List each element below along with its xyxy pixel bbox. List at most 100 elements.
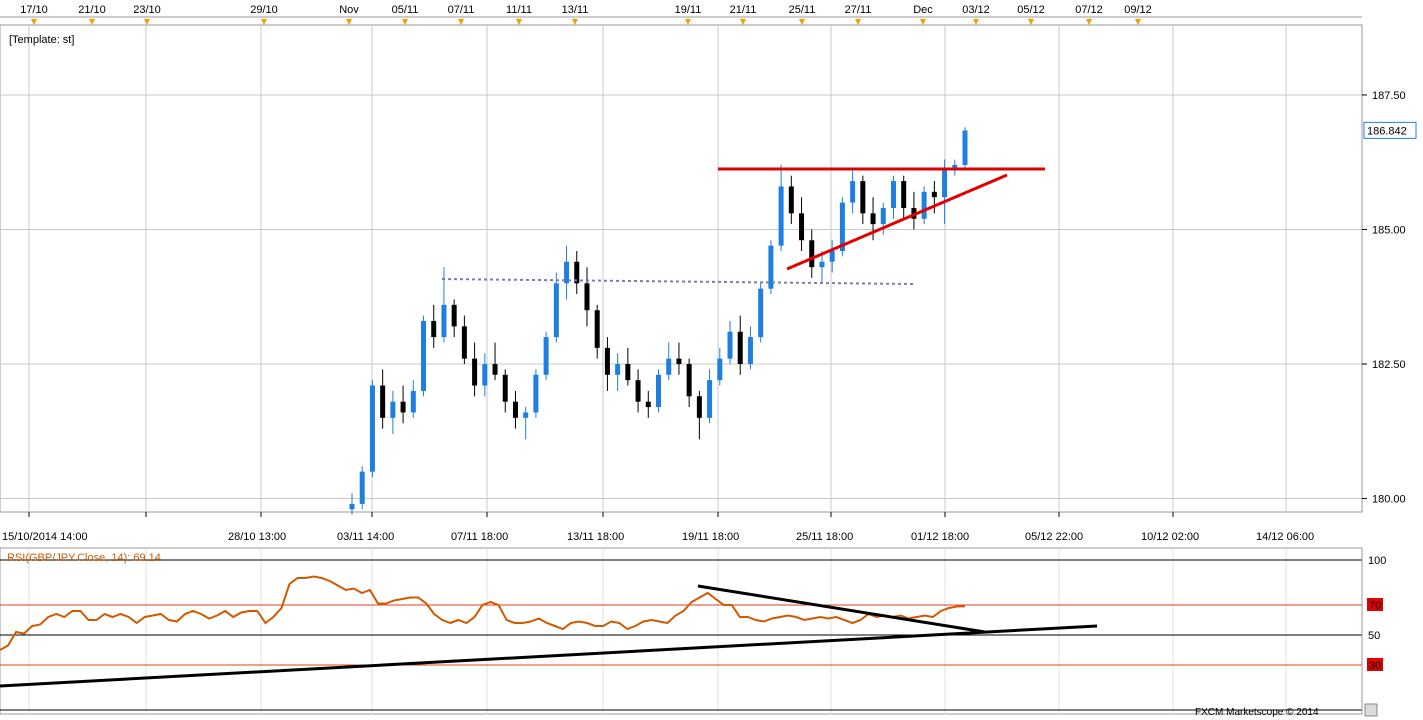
- bear-candle-body: [584, 283, 590, 311]
- bull-candle-body: [778, 186, 784, 246]
- rsi-tick-label: 100: [1368, 555, 1386, 567]
- top-date-label: 21/11: [730, 4, 757, 16]
- event-marker-icon: [1086, 19, 1092, 25]
- bear-candle-body: [676, 358, 682, 365]
- bull-candle-body: [707, 380, 713, 418]
- rsi-title: RSI(GBP/JPY.Close, 14): 69.14: [7, 552, 161, 564]
- bear-candle-body: [860, 181, 866, 214]
- bear-candle-body: [492, 364, 498, 375]
- event-marker-icon: [346, 19, 352, 25]
- time-tick-label: 14/12 06:00: [1256, 531, 1314, 543]
- top-date-label: 05/11: [392, 4, 419, 16]
- main-grid: [0, 25, 1362, 512]
- last-price-label: 186.842: [1367, 125, 1407, 137]
- price-tick-label: 185.00: [1372, 224, 1406, 236]
- bull-candle-body: [819, 261, 825, 268]
- bull-candle-body: [410, 390, 416, 413]
- bear-candle-body: [799, 213, 805, 241]
- top-date-label: 13/11: [562, 4, 589, 16]
- bull-candle-body: [390, 401, 396, 418]
- bear-candle-body: [512, 401, 518, 418]
- rsi-level-badge: [1367, 598, 1383, 611]
- event-marker-icon: [144, 19, 150, 25]
- bear-candle-body: [696, 396, 702, 418]
- bull-candle-body: [349, 503, 355, 510]
- bull-candle-body: [921, 191, 927, 219]
- bear-candle-body: [788, 186, 794, 214]
- bear-candle-body: [645, 401, 651, 408]
- last-price-box: [1363, 121, 1417, 139]
- time-tick-label: 03/11 14:00: [337, 531, 394, 543]
- bear-candle-body: [686, 364, 692, 397]
- bear-candle-body: [901, 181, 907, 208]
- rsi-tick-label: 30: [1369, 660, 1381, 672]
- price-tick-label: 182.50: [1372, 359, 1406, 371]
- bull-candle-body: [615, 364, 621, 375]
- event-marker-icon: [920, 19, 926, 25]
- bull-candle-body: [747, 337, 753, 365]
- bull-candle-body: [359, 471, 365, 504]
- event-marker-icon: [973, 19, 979, 25]
- rsi-grid: [0, 548, 1362, 714]
- bull-candle-body: [421, 320, 427, 391]
- rsi-descending-trendline: [697, 584, 986, 634]
- bear-candle-body: [472, 358, 478, 386]
- bear-candle-body: [502, 374, 508, 402]
- time-axis: 15/10/2014 14:00 28/10 13:00 03/11 14:00 07…: [2, 512, 1314, 543]
- time-tick-label: 28/10 13:00: [228, 531, 286, 543]
- bear-candle-body: [625, 364, 631, 381]
- bull-candle-body: [850, 181, 856, 203]
- event-marker-icon: [89, 19, 95, 25]
- top-date-label: Nov: [339, 4, 359, 16]
- bull-candle-body: [369, 385, 375, 472]
- event-marker-icon: [740, 19, 746, 25]
- bull-candle-body: [880, 207, 886, 225]
- time-tick-label: 05/12 22:00: [1025, 531, 1083, 543]
- time-tick-label: 13/11 18:00: [567, 531, 624, 543]
- top-date-label: 25/11: [789, 4, 816, 16]
- bull-candle-body: [727, 331, 733, 359]
- template-label: [Template: st]: [9, 34, 74, 46]
- bull-candle-body: [656, 374, 661, 408]
- rsi-tick-label: 50: [1368, 630, 1380, 642]
- bull-candle-body: [717, 358, 723, 381]
- event-marker-icon: [516, 19, 522, 25]
- bear-candle-body: [809, 240, 815, 268]
- watermark: FXCM Marketscope © 2014: [1195, 707, 1319, 718]
- rsi-trendlines: [0, 584, 1098, 688]
- rsi-series-line: [0, 575, 966, 651]
- time-tick-label: 15/10/2014 14:00: [2, 531, 88, 543]
- bull-candle-body: [829, 251, 835, 262]
- event-marker-icon: [855, 19, 861, 25]
- bear-candle-body: [737, 331, 743, 365]
- dotted-support-line: [441, 278, 915, 285]
- panel-resize-handle[interactable]: [1364, 703, 1378, 717]
- bull-candle-body: [543, 337, 549, 375]
- price-tick-label: 187.50: [1372, 90, 1406, 102]
- bull-candle-body: [482, 364, 488, 386]
- bull-candle-body: [758, 288, 764, 338]
- top-date-label: 09/12: [1124, 4, 1152, 16]
- top-date-label: 29/10: [250, 4, 278, 16]
- bull-candle-body: [942, 170, 948, 198]
- bull-candle-body: [533, 374, 539, 413]
- bull-candle-body: [768, 245, 774, 289]
- event-marker-icon: [1028, 19, 1034, 25]
- rsi-axis: 100 70 50 30: [1361, 548, 1386, 714]
- bear-candle-body: [594, 310, 600, 348]
- top-date-label: 11/11: [506, 4, 532, 16]
- rsi-ascending-trendline: [0, 624, 1098, 688]
- event-marker-icon: [799, 19, 805, 25]
- time-tick-label: 25/11 18:00: [796, 531, 853, 543]
- rsi-levels: [0, 604, 1362, 666]
- bull-candle-body: [564, 261, 570, 284]
- bear-candle-body: [574, 261, 580, 284]
- bull-candle-body: [962, 130, 968, 165]
- bull-candle-body: [666, 358, 672, 375]
- event-marker-icon: [31, 19, 37, 25]
- bull-candle-body: [523, 412, 529, 418]
- bear-candle-body: [604, 347, 610, 375]
- bear-candle-body: [400, 401, 406, 413]
- top-date-label: 03/12: [962, 4, 990, 16]
